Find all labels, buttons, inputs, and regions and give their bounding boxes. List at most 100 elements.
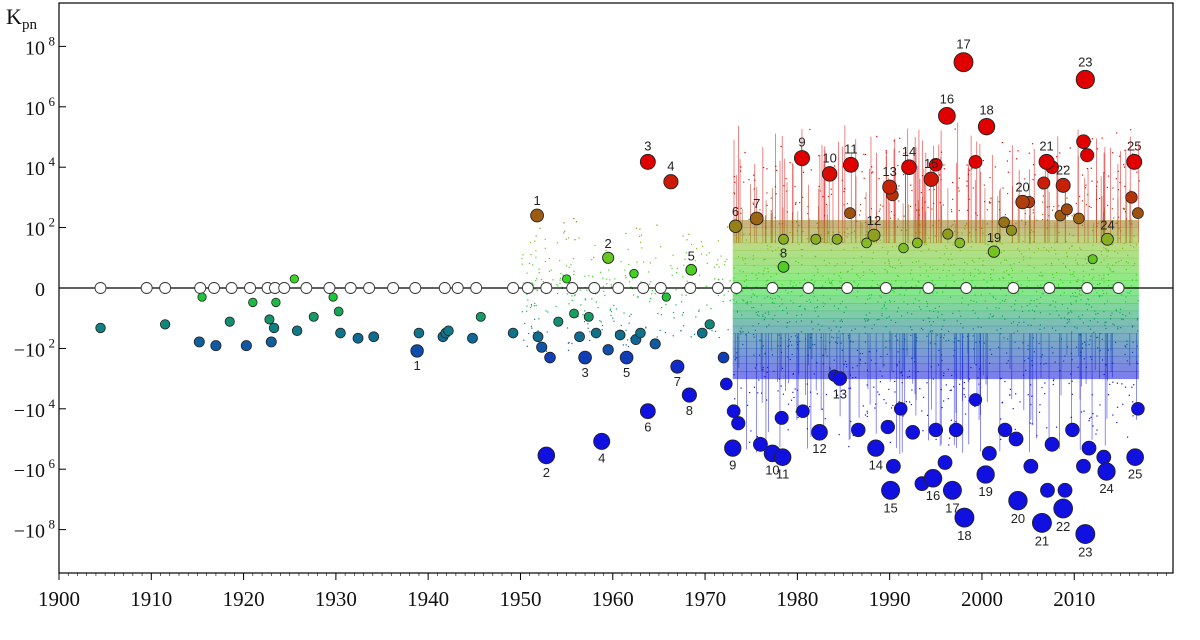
stipple-dot (556, 242, 558, 244)
stipple-dot (1080, 411, 1083, 413)
stipple-dot (573, 273, 575, 276)
zero-point (521, 282, 534, 294)
stipple-dot (920, 191, 923, 194)
stipple-dot (1096, 415, 1098, 417)
stipple-dot (670, 265, 672, 267)
zero-point (566, 282, 579, 294)
stipple-dot (571, 299, 573, 302)
stipple-dot (591, 259, 593, 261)
stipple-dot (889, 441, 892, 444)
stipple-dot (766, 204, 768, 207)
stipple-dot (559, 260, 561, 262)
stipple-dot (681, 294, 683, 296)
stipple-dot (948, 437, 951, 439)
y-tick-exponent: 2 (49, 214, 56, 229)
stipple-dot (1000, 418, 1002, 420)
stipple-dot (528, 262, 531, 265)
point-label: 6 (732, 204, 739, 219)
point-label: 1 (413, 358, 420, 373)
stipple-dot (958, 209, 960, 212)
stipple-dot (898, 151, 900, 153)
stipple-dot (530, 303, 533, 306)
stipple-dot (535, 304, 537, 307)
stipple-dot (718, 279, 720, 281)
stipple-dot (785, 177, 787, 180)
stipple-dot (628, 263, 630, 266)
data-point (335, 327, 346, 339)
stipple-dot (606, 278, 608, 280)
stipple-dot (726, 226, 729, 228)
stipple-dot (531, 282, 533, 284)
stipple-dot (747, 404, 749, 406)
stipple-dot (1006, 160, 1008, 162)
stipple-dot (1130, 129, 1132, 131)
stipple-dot (1092, 413, 1094, 415)
stipple-dot (802, 171, 805, 173)
data-point (905, 425, 920, 440)
stipple-dot (780, 145, 782, 148)
stipple-dot (1089, 417, 1091, 420)
stipple-dot (1091, 180, 1093, 182)
data-point (1037, 176, 1051, 190)
y-tick-label: −10 (14, 340, 45, 362)
stipple-dot (1133, 384, 1135, 386)
data-point (661, 292, 671, 302)
stipple-dot (656, 336, 658, 338)
stipple-dot (540, 278, 542, 281)
stipple-dot (1046, 219, 1048, 221)
stipple-dot (1028, 152, 1030, 154)
point-label: 5 (623, 365, 630, 380)
stipple-dot (521, 311, 523, 313)
stipple-dot (539, 227, 541, 229)
stipple-dot (821, 408, 823, 410)
stipple-dot (698, 274, 701, 276)
stipple-dot (595, 301, 597, 303)
data-point (912, 237, 923, 249)
stipple-dot (537, 330, 539, 332)
stipple-dot (695, 247, 698, 250)
data-point (697, 327, 708, 339)
stipple-dot (567, 349, 570, 351)
stipple-dot (1038, 411, 1041, 413)
stipple-dot (983, 184, 985, 186)
stipple-dot (559, 282, 561, 285)
data-point (880, 419, 895, 435)
stipple-dot (897, 188, 899, 190)
stipple-dot (1067, 215, 1069, 217)
data-point (536, 341, 548, 353)
stipple-dot (664, 331, 667, 334)
stipple-dot (591, 298, 593, 300)
stipple-dot (584, 310, 586, 312)
point-label: 13 (833, 386, 847, 401)
annotated-point (793, 150, 811, 167)
data-point (1073, 212, 1085, 225)
stipple-dot (1068, 382, 1070, 385)
data-point (810, 233, 822, 245)
stipple-dot (635, 227, 637, 229)
stipple-dot (864, 153, 867, 156)
stipple-dot (952, 198, 954, 200)
zero-point (654, 282, 667, 294)
stipple-dot (740, 212, 742, 214)
stipple-dot (612, 317, 614, 319)
stipple-dot (637, 296, 639, 298)
data-point (937, 455, 953, 470)
annotated-point (1038, 153, 1055, 170)
stipple-dot (796, 389, 799, 391)
stipple-dot (756, 435, 758, 438)
stipple-dot (947, 397, 949, 400)
stipple-dot (680, 330, 682, 332)
data-point (308, 311, 319, 322)
stipple-dot (683, 264, 685, 266)
stipple-dot (759, 209, 761, 211)
stipple-dot (584, 299, 587, 301)
data-point (942, 228, 954, 240)
stipple-dot (597, 307, 599, 309)
density-band (732, 318, 1139, 327)
stipple-dot (903, 173, 905, 176)
stipple-dot (544, 260, 547, 263)
stipple-dot (959, 383, 961, 385)
annotated-point (977, 118, 996, 136)
data-point (264, 314, 275, 325)
stipple-dot (1096, 429, 1098, 431)
